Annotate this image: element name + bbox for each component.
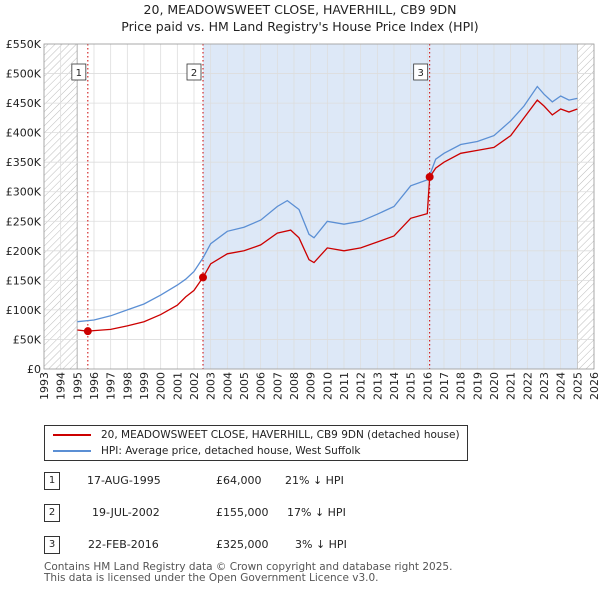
sale-label-box <box>413 63 429 81</box>
x-tick-label: 1995 <box>71 372 84 400</box>
legend-item-hpi: HPI: Average price, detached house, West… <box>53 444 361 458</box>
x-tick-label: 1996 <box>88 372 101 400</box>
x-tick-label: 2026 <box>588 372 600 400</box>
x-tick-label: 2023 <box>538 372 551 400</box>
y-tick-label: £400K <box>6 127 42 140</box>
x-tick-label: 1994 <box>55 372 68 400</box>
x-tick-label: 2024 <box>555 372 568 400</box>
x-tick-label: 2014 <box>388 372 401 400</box>
sale-marker-badge: 3 <box>44 536 60 554</box>
x-tick-label: 2005 <box>238 372 251 400</box>
footer-line-2: This data is licensed under the Open Gov… <box>44 572 379 584</box>
sale-hpi-diff: 3% ↓ HPI <box>295 538 347 551</box>
sale-label: 3 <box>417 68 423 79</box>
legend-item-price: 20, MEADOWSWEET CLOSE, HAVERHILL, CB9 9D… <box>53 428 460 442</box>
x-tick-label: 2025 <box>571 372 584 400</box>
ownership-shade <box>429 44 578 369</box>
y-tick-label: £300K <box>6 186 42 199</box>
x-tick-label: 2006 <box>255 372 268 400</box>
y-tick-label: £0 <box>27 363 41 376</box>
x-tick-label: 2018 <box>455 372 468 400</box>
y-tick-label: £550K <box>6 38 42 51</box>
x-tick-label: 2019 <box>471 372 484 400</box>
x-tick-label: 2016 <box>421 372 434 400</box>
plot-frame <box>43 43 595 370</box>
x-tick-label: 2000 <box>155 372 168 400</box>
x-tick-label: 2022 <box>521 372 534 400</box>
chart-subtitle: Price paid vs. HM Land Registry's House … <box>121 19 478 34</box>
x-tick-label: 2021 <box>505 372 518 400</box>
sale-price: £64,000 <box>216 474 262 487</box>
sale-label-box <box>186 63 202 81</box>
y-tick-label: £250K <box>6 215 42 228</box>
legend-label-price: 20, MEADOWSWEET CLOSE, HAVERHILL, CB9 9D… <box>101 429 460 441</box>
sale-date: 17-AUG-1995 <box>87 474 161 487</box>
x-tick-label: 2012 <box>355 372 368 400</box>
sale-point <box>83 327 92 336</box>
chart-legend: 20, MEADOWSWEET CLOSE, HAVERHILL, CB9 9D… <box>44 425 468 461</box>
x-tick-label: 2017 <box>438 372 451 400</box>
x-tick-label: 2008 <box>288 372 301 400</box>
x-tick-label: 1999 <box>138 372 151 400</box>
sale-marker-badge: 2 <box>44 504 60 522</box>
x-tick-label: 2001 <box>171 372 184 400</box>
y-tick-label: £450K <box>6 97 42 110</box>
table-row: 2 19-JUL-2002 £155,000 17% ↓ HPI <box>44 504 384 524</box>
x-tick-label: 2011 <box>338 372 351 400</box>
x-tick-label: 2009 <box>305 372 318 400</box>
x-tick-label: 2013 <box>371 372 384 400</box>
x-tick-label: 2020 <box>488 372 501 400</box>
sale-label-box <box>71 63 87 81</box>
legend-label-hpi: HPI: Average price, detached house, West… <box>101 445 361 457</box>
y-tick-label: £150K <box>6 274 42 287</box>
x-tick-label: 2004 <box>221 372 234 400</box>
x-tick-label: 1997 <box>105 372 118 400</box>
x-tick-label: 1998 <box>121 372 134 400</box>
attribution-footer: Contains HM Land Registry data © Crown c… <box>44 562 452 584</box>
x-tick-label: 2007 <box>271 372 284 400</box>
x-tick-label: 2003 <box>205 372 218 400</box>
legend-swatch-price <box>53 434 91 436</box>
sale-hpi-diff: 17% ↓ HPI <box>287 506 346 519</box>
x-tick-label: 2015 <box>405 372 418 400</box>
y-tick-label: £200K <box>6 245 42 258</box>
y-tick-label: £50K <box>13 333 42 346</box>
y-tick-label: £100K <box>6 304 42 317</box>
x-tick-label: 1993 <box>38 372 51 400</box>
hpi-line <box>77 85 578 323</box>
sale-marker-badge: 1 <box>44 472 60 490</box>
price-paid-line <box>77 99 578 332</box>
hatched-region-after <box>577 44 594 369</box>
sale-label: 2 <box>191 68 197 79</box>
table-row: 1 17-AUG-1995 £64,000 21% ↓ HPI <box>44 472 384 492</box>
price-chart: 20, MEADOWSWEET CLOSE, HAVERHILL, CB9 9D… <box>6 2 600 400</box>
x-tick-label: 2010 <box>321 372 334 400</box>
sale-label: 1 <box>76 68 82 79</box>
x-tick-label: 2002 <box>188 372 201 400</box>
sale-hpi-diff: 21% ↓ HPI <box>285 474 344 487</box>
sale-date: 22-FEB-2016 <box>88 538 159 551</box>
sale-price: £155,000 <box>216 506 269 519</box>
sale-point <box>199 273 207 282</box>
sale-point <box>425 172 434 181</box>
sale-price: £325,000 <box>216 538 269 551</box>
sale-date: 19-JUL-2002 <box>92 506 160 519</box>
footer-line-1: Contains HM Land Registry data © Crown c… <box>44 561 453 573</box>
legend-swatch-hpi <box>53 450 91 452</box>
y-tick-label: £500K <box>6 68 42 81</box>
table-row: 3 22-FEB-2016 £325,000 3% ↓ HPI <box>44 536 384 556</box>
ownership-shade <box>203 44 430 369</box>
y-tick-label: £350K <box>6 156 42 169</box>
plot-area: £0 £50K £100K £150K £200K £250K £300K £350K £400… <box>6 38 600 400</box>
chart-title: 20, MEADOWSWEET CLOSE, HAVERHILL, CB9 9D… <box>144 2 457 17</box>
